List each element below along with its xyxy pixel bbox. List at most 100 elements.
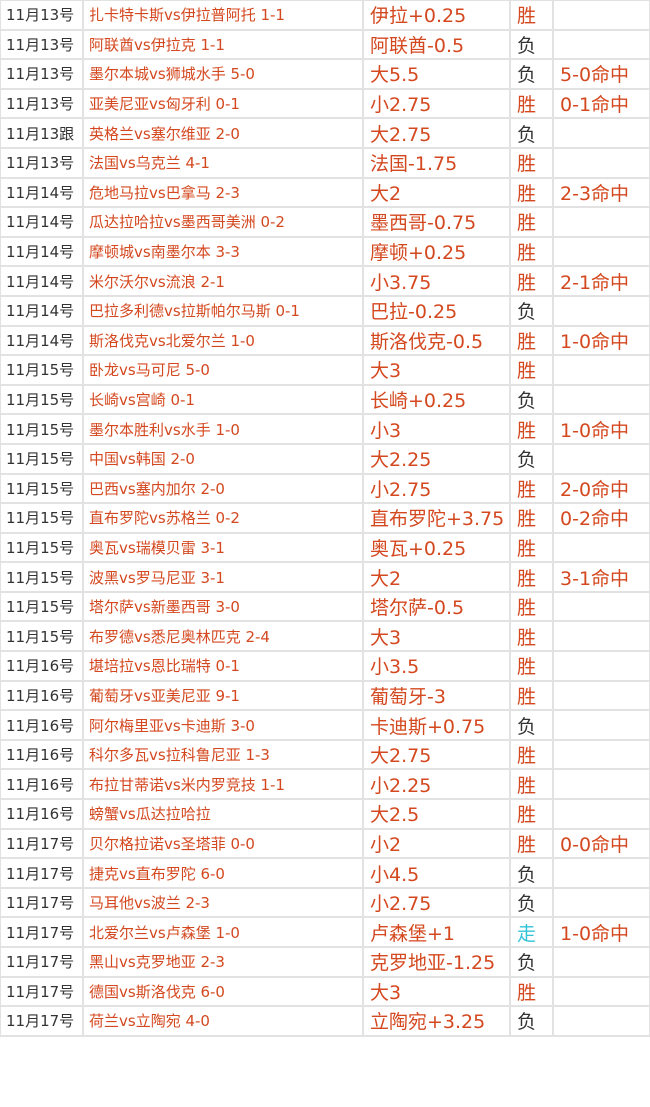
table-row: 11月15号 奥瓦vs瑞模贝雷 3-1 奥瓦+0.25 胜 <box>0 531 650 564</box>
date-cell: 11月16号 <box>0 798 84 830</box>
date-cell: 11月15号 <box>0 531 84 564</box>
hit-cell: 0-1命中 <box>552 87 650 120</box>
pick-cell: 小2.75 <box>362 886 511 919</box>
match-cell: 葡萄牙vs亚美尼亚 9-1 <box>82 679 364 712</box>
result-cell: 胜 <box>509 0 554 31</box>
table-row: 11月14号 斯洛伐克vs北爱尔兰 1-0 斯洛伐克-0.5 胜 1-0命中 <box>0 324 650 357</box>
result-cell: 胜 <box>509 176 554 209</box>
pick-cell: 阿联酋-0.5 <box>362 28 511 61</box>
match-cell: 直布罗陀vs苏格兰 0-2 <box>82 502 364 534</box>
pick-cell: 直布罗陀+3.75 <box>362 502 511 534</box>
match-cell: 危地马拉vs巴拿马 2-3 <box>82 176 364 209</box>
result-cell: 负 <box>509 58 554 90</box>
pick-cell: 大2.75 <box>362 738 511 771</box>
hit-cell <box>552 235 650 268</box>
result-cell: 胜 <box>509 206 554 238</box>
date-cell: 11月16号 <box>0 768 84 801</box>
hit-cell <box>552 28 650 61</box>
table-row: 11月16号 螃蟹vs瓜达拉哈拉 大2.5 胜 <box>0 798 650 830</box>
date-cell: 11月15号 <box>0 561 84 593</box>
result-cell: 胜 <box>509 768 554 801</box>
pick-cell: 小3.75 <box>362 265 511 297</box>
hit-cell <box>552 738 650 771</box>
table-body: 11月13号 扎卡特卡斯vs伊拉普阿托 1-1 伊拉+0.25 胜 11月13号 阿联酋v… <box>0 0 650 1037</box>
pick-cell: 大3 <box>362 620 511 653</box>
table-row: 11月15号 塔尔萨vs新墨西哥 3-0 塔尔萨-0.5 胜 <box>0 590 650 623</box>
match-cell: 巴西vs塞内加尔 2-0 <box>82 472 364 505</box>
date-cell: 11月17号 <box>0 857 84 889</box>
date-cell: 11月17号 <box>0 916 84 948</box>
result-cell: 负 <box>509 709 554 741</box>
date-cell: 11月15号 <box>0 502 84 534</box>
pick-cell: 卢森堡+1 <box>362 916 511 948</box>
date-cell: 11月15号 <box>0 472 84 505</box>
hit-cell <box>552 146 650 179</box>
match-cell: 斯洛伐克vs北爱尔兰 1-0 <box>82 324 364 357</box>
hit-cell <box>552 206 650 238</box>
match-cell: 布罗德vs悉尼奥林匹克 2-4 <box>82 620 364 653</box>
table-row: 11月15号 墨尔本胜利vs水手 1-0 小3 胜 1-0命中 <box>0 413 650 445</box>
result-cell: 胜 <box>509 590 554 623</box>
hit-cell <box>552 768 650 801</box>
date-cell: 11月15号 <box>0 413 84 445</box>
pick-cell: 大2.25 <box>362 442 511 475</box>
date-cell: 11月14号 <box>0 235 84 268</box>
pick-cell: 葡萄牙-3 <box>362 679 511 712</box>
match-cell: 亚美尼亚vs匈牙利 0-1 <box>82 87 364 120</box>
hit-cell: 1-0命中 <box>552 324 650 357</box>
pick-cell: 长崎+0.25 <box>362 383 511 416</box>
result-cell: 胜 <box>509 531 554 564</box>
match-cell: 卧龙vs马可尼 5-0 <box>82 354 364 386</box>
hit-cell: 2-0命中 <box>552 472 650 505</box>
match-cell: 黑山vs克罗地亚 2-3 <box>82 946 364 978</box>
pick-cell: 巴拉-0.25 <box>362 294 511 327</box>
date-cell: 11月17号 <box>0 827 84 860</box>
date-cell: 11月15号 <box>0 442 84 475</box>
date-cell: 11月16号 <box>0 650 84 682</box>
result-cell: 负 <box>509 946 554 978</box>
date-cell: 11月14号 <box>0 265 84 297</box>
match-cell: 阿联酋vs伊拉克 1-1 <box>82 28 364 61</box>
date-cell: 11月13号 <box>0 0 84 31</box>
pick-cell: 小3 <box>362 413 511 445</box>
match-cell: 德国vs斯洛伐克 6-0 <box>82 975 364 1008</box>
pick-cell: 小2.25 <box>362 768 511 801</box>
date-cell: 11月14号 <box>0 206 84 238</box>
table-row: 11月17号 马耳他vs波兰 2-3 小2.75 负 <box>0 886 650 919</box>
pick-cell: 大2.5 <box>362 798 511 830</box>
date-cell: 11月17号 <box>0 1005 84 1037</box>
match-cell: 摩顿城vs南墨尔本 3-3 <box>82 235 364 268</box>
betting-results-table: 11月13号 扎卡特卡斯vs伊拉普阿托 1-1 伊拉+0.25 胜 11月13号 阿联酋v… <box>0 0 650 1037</box>
date-cell: 11月15号 <box>0 620 84 653</box>
table-row: 11月13号 扎卡特卡斯vs伊拉普阿托 1-1 伊拉+0.25 胜 <box>0 0 650 31</box>
match-cell: 荷兰vs立陶宛 4-0 <box>82 1005 364 1037</box>
result-cell: 胜 <box>509 679 554 712</box>
pick-cell: 奥瓦+0.25 <box>362 531 511 564</box>
hit-cell <box>552 354 650 386</box>
match-cell: 马耳他vs波兰 2-3 <box>82 886 364 919</box>
result-cell: 胜 <box>509 413 554 445</box>
date-cell: 11月13号 <box>0 58 84 90</box>
pick-cell: 小3.5 <box>362 650 511 682</box>
hit-cell <box>552 679 650 712</box>
pick-cell: 大3 <box>362 354 511 386</box>
result-cell: 负 <box>509 1005 554 1037</box>
hit-cell <box>552 0 650 31</box>
date-cell: 11月13号 <box>0 146 84 179</box>
pick-cell: 斯洛伐克-0.5 <box>362 324 511 357</box>
result-cell: 负 <box>509 294 554 327</box>
pick-cell: 大2 <box>362 561 511 593</box>
hit-cell <box>552 1005 650 1037</box>
date-cell: 11月15号 <box>0 383 84 416</box>
table-row: 11月14号 危地马拉vs巴拿马 2-3 大2 胜 2-3命中 <box>0 176 650 209</box>
hit-cell: 0-2命中 <box>552 502 650 534</box>
match-cell: 科尔多瓦vs拉科鲁尼亚 1-3 <box>82 738 364 771</box>
match-cell: 奥瓦vs瑞模贝雷 3-1 <box>82 531 364 564</box>
table-row: 11月17号 捷克vs直布罗陀 6-0 小4.5 负 <box>0 857 650 889</box>
result-cell: 胜 <box>509 650 554 682</box>
table-row: 11月17号 德国vs斯洛伐克 6-0 大3 胜 <box>0 975 650 1008</box>
result-cell: 负 <box>509 117 554 149</box>
table-row: 11月14号 摩顿城vs南墨尔本 3-3 摩顿+0.25 胜 <box>0 235 650 268</box>
result-cell: 负 <box>509 857 554 889</box>
table-row: 11月16号 阿尔梅里亚vs卡迪斯 3-0 卡迪斯+0.75 负 <box>0 709 650 741</box>
